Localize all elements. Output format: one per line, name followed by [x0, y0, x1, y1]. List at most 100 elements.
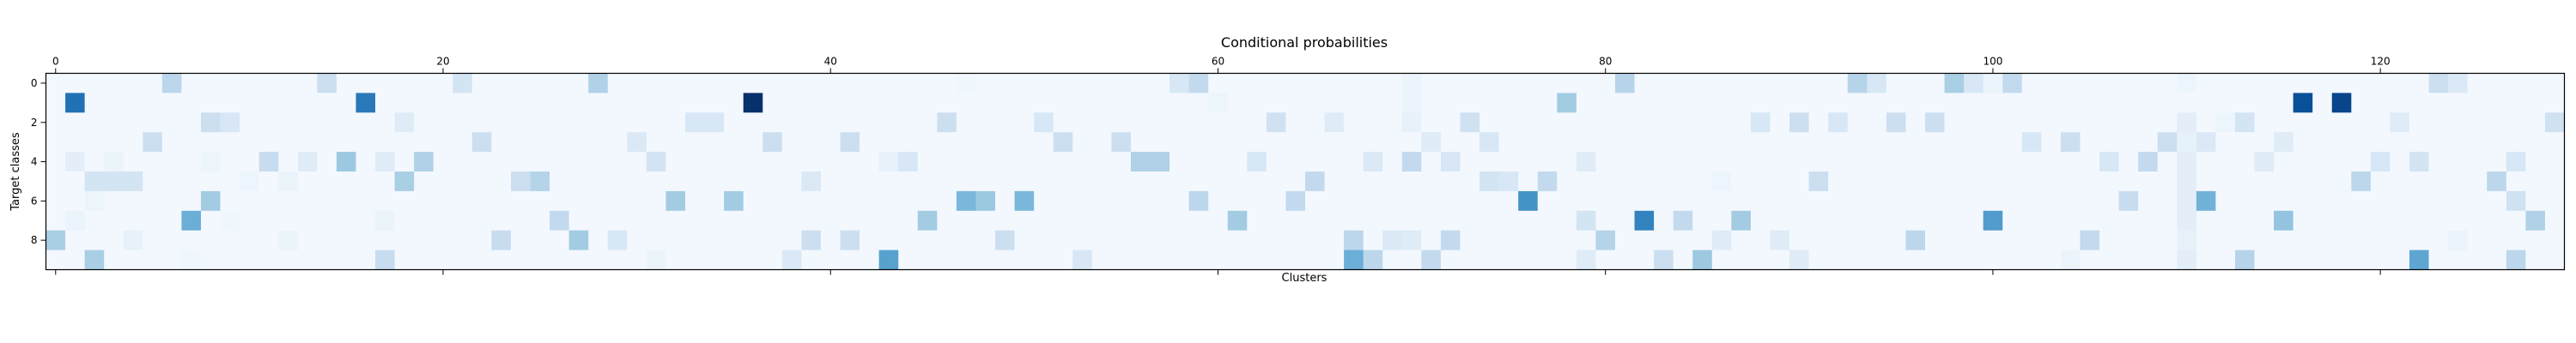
heatmap-cell-r8-c63 [1266, 230, 1286, 250]
heatmap-cell-r5-c79 [1576, 172, 1596, 192]
heatmap-cell-r4-c43 [878, 152, 899, 172]
heatmap-cell-r2-c114 [2254, 112, 2275, 133]
heatmap-cell-r5-c26 [550, 172, 570, 192]
heatmap-cell-r4-c61 [1227, 152, 1248, 172]
heatmap-cell-r7-c33 [685, 210, 705, 232]
heatmap-cell-r3-c48 [975, 132, 996, 153]
heatmap-cell-r0-c28 [588, 73, 609, 93]
heatmap-cell-r4-c49 [995, 152, 1015, 172]
heatmap-cell-r6-c20 [433, 190, 453, 212]
heatmap-cell-r5-c115 [2274, 172, 2294, 192]
heatmap-cell-r6-c41 [840, 190, 860, 212]
heatmap-cell-r0-c65 [1305, 73, 1325, 93]
heatmap-cell-r1-c120 [2370, 93, 2391, 113]
heatmap-cell-r0-c56 [1130, 73, 1151, 93]
heatmap-cell-r6-c62 [1247, 190, 1267, 212]
heatmap-cell-r2-c85 [1692, 112, 1713, 133]
heatmap-cell-r8-c101 [2002, 230, 2023, 250]
heatmap-cell-r8-c93 [1847, 230, 1868, 250]
heatmap-cell-r9-c47 [956, 250, 976, 270]
heatmap-cell-r0-c121 [2390, 73, 2410, 93]
heatmap-cell-r8-c18 [394, 230, 415, 250]
heatmap-cell-r4-c101 [2002, 152, 2023, 172]
heatmap-cell-r7-c81 [1614, 210, 1635, 232]
heatmap-cell-r8-c121 [2390, 230, 2410, 250]
heatmap-cell-r7-c27 [568, 210, 589, 232]
heatmap-cell-r7-c16 [355, 210, 376, 232]
heatmap-cell-r5-c95 [1886, 172, 1906, 192]
heatmap-cell-r7-c7 [181, 210, 202, 232]
heatmap-cell-r9-c126 [2487, 250, 2507, 270]
heatmap-cell-r3-c15 [336, 132, 356, 153]
heatmap-cell-r6-c98 [1944, 190, 1965, 212]
heatmap-cell-r4-c3 [104, 152, 125, 172]
heatmap-cell-r0-c55 [1111, 73, 1132, 93]
heatmap-cell-r2-c53 [1072, 112, 1093, 133]
heatmap-cell-r5-c29 [607, 172, 628, 192]
heatmap-cell-r0-c122 [2409, 73, 2429, 93]
heatmap-cell-r0-c91 [1808, 73, 1829, 93]
heatmap-cell-r4-c5 [143, 152, 163, 172]
heatmap-cell-r1-c95 [1886, 93, 1906, 113]
heatmap-cell-r3-c100 [1983, 132, 2003, 153]
heatmap-cell-r3-c0 [46, 132, 66, 153]
heatmap-cell-r6-c55 [1111, 190, 1132, 212]
heatmap-cell-r9-c22 [471, 250, 492, 270]
heatmap-cell-r3-c32 [665, 132, 686, 153]
heatmap-cell-r0-c49 [995, 73, 1015, 93]
heatmap-cell-r2-c99 [1964, 112, 1984, 133]
heatmap-cell-r8-c23 [491, 230, 512, 250]
heatmap-cell-r6-c71 [1421, 190, 1442, 212]
heatmap-cell-r7-c0 [46, 210, 66, 232]
heatmap-cell-r4-c8 [200, 152, 221, 172]
heatmap-cell-r9-c60 [1208, 250, 1229, 270]
heatmap-cell-r4-c84 [1673, 152, 1693, 172]
heatmap-cell-r5-c55 [1111, 172, 1132, 192]
heatmap-cell-r3-c18 [394, 132, 415, 153]
heatmap-cell-r1-c46 [937, 93, 957, 113]
heatmap-cell-r7-c87 [1731, 210, 1752, 232]
heatmap-cell-r6-c58 [1170, 190, 1190, 212]
heatmap-cell-r5-c92 [1828, 172, 1849, 192]
heatmap-cell-r9-c5 [143, 250, 163, 270]
heatmap-cell-r5-c88 [1750, 172, 1771, 192]
heatmap-cell-r4-c54 [1091, 152, 1112, 172]
heatmap-cell-r2-c60 [1208, 112, 1229, 133]
heatmap-cell-r5-c90 [1789, 172, 1809, 192]
heatmap-cell-r9-c73 [1460, 250, 1480, 270]
heatmap-cell-r3-c127 [2506, 132, 2526, 153]
heatmap-cell-r3-c96 [1905, 132, 1926, 153]
heatmap-cell-r4-c99 [1964, 152, 1984, 172]
heatmap-cell-r8-c35 [724, 230, 744, 250]
heatmap-cell-r6-c18 [394, 190, 415, 212]
heatmap-cell-r2-c126 [2487, 112, 2507, 133]
heatmap-cell-r0-c80 [1595, 73, 1616, 93]
heatmap-cell-r9-c4 [123, 250, 143, 270]
heatmap-cell-r8-c129 [2544, 230, 2565, 250]
heatmap-cell-r3-c115 [2274, 132, 2294, 153]
heatmap-cell-r0-c7 [181, 73, 202, 93]
heatmap-cell-r7-c40 [820, 210, 841, 232]
heatmap-cell-r5-c53 [1072, 172, 1093, 192]
heatmap-cell-r1-c53 [1072, 93, 1093, 113]
heatmap-cell-r8-c91 [1808, 230, 1829, 250]
heatmap-cell-r3-c94 [1867, 132, 1887, 153]
heatmap-cell-r9-c102 [2021, 250, 2042, 270]
heatmap-cell-r8-c112 [2215, 230, 2236, 250]
heatmap-cell-r0-c50 [1014, 73, 1035, 93]
heatmap-cell-r3-c65 [1305, 132, 1325, 153]
heatmap-cell-r2-c96 [1905, 112, 1926, 133]
heatmap-cell-r3-c23 [491, 132, 512, 153]
heatmap-cell-r0-c14 [317, 73, 337, 93]
heatmap-cell-r1-c6 [161, 93, 182, 113]
heatmap-cell-r0-c18 [394, 73, 415, 93]
heatmap-cell-r9-c13 [297, 250, 318, 270]
heatmap-cell-r1-c124 [2448, 93, 2469, 113]
heatmap-cell-r2-c84 [1673, 112, 1693, 133]
heatmap-cell-r8-c66 [1324, 230, 1345, 250]
heatmap-cell-r1-c2 [84, 93, 105, 113]
heatmap-cell-r3-c44 [898, 132, 919, 153]
heatmap-cell-r0-c105 [2080, 73, 2100, 93]
heatmap-cell-r8-c82 [1634, 230, 1655, 250]
heatmap-cell-r1-c31 [646, 93, 666, 113]
